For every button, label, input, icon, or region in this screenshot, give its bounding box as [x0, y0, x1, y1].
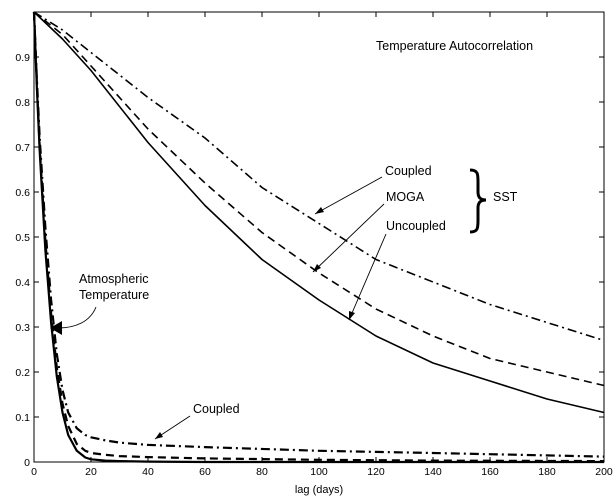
x-tick-label: 80	[256, 466, 268, 478]
chart-title: Temperature Autocorrelation	[376, 39, 533, 53]
annotation-atmospheric-coupled: Coupled	[193, 402, 240, 416]
annotation-atmospheric-line2: Temperature	[79, 288, 149, 302]
x-tick-label: 200	[595, 466, 613, 478]
x-tick-label: 180	[538, 466, 556, 478]
y-tick-label: 0	[24, 457, 30, 469]
sst-brace-icon	[469, 168, 487, 234]
annotation-sst-coupled: Coupled	[385, 164, 432, 178]
x-tick-label: 100	[310, 466, 328, 478]
x-axis-label: lag (days)	[295, 484, 343, 496]
arrowhead-atmospheric	[50, 321, 62, 335]
series-line-atmospheric-dashdot	[32, 11, 605, 458]
arrowhead-sst-moga	[313, 264, 321, 272]
plot-frame	[33, 11, 605, 463]
series-line-atmospheric-solid	[32, 11, 604, 464]
annotation-sst-uncoupled: Uncoupled	[386, 219, 446, 233]
y-tick-label: 0.5	[15, 232, 30, 244]
arrow-sst-uncoupled	[348, 233, 387, 321]
y-tick-label: 0.7	[15, 142, 30, 154]
arrow-sst-moga	[312, 203, 385, 273]
x-tick-label: 140	[424, 466, 442, 478]
x-tick-label: 120	[367, 466, 385, 478]
annotation-sst-group: SST	[493, 190, 518, 204]
y-tick-label: 0.1	[15, 412, 30, 424]
annotation-sst-moga: MOGA	[386, 190, 425, 204]
arrowhead-sst-uncoupled	[349, 311, 355, 320]
x-tick-label: 40	[142, 466, 154, 478]
arrowhead-atmos-coupled	[155, 432, 163, 439]
series-line-atmospheric-dashed	[32, 11, 605, 463]
x-tick-label: 0	[31, 466, 37, 478]
series-line-sst-dashdot	[33, 11, 605, 342]
x-tick-label: 60	[199, 466, 211, 478]
arrow-atmospheric	[57, 306, 97, 329]
arrow-sst-coupled	[314, 176, 383, 215]
y-tick-label: 0.9	[15, 52, 30, 64]
y-tick-label: 0.2	[15, 367, 30, 379]
annotation-atmospheric-line1: Atmospheric	[79, 272, 148, 286]
series-line-sst-dashed	[33, 11, 605, 387]
annotation-arrows	[50, 176, 387, 440]
y-tick-label: 0.8	[15, 97, 30, 109]
axis-ticks: 0 20 40 60 80 100 120 140 160 180 200 0 0.1 0.2 0.3 0.4…	[15, 12, 613, 478]
series-line-sst-solid	[33, 11, 605, 414]
series-layer	[32, 11, 605, 464]
y-tick-label: 0.6	[15, 187, 30, 199]
arrowhead-sst-coupled	[315, 207, 324, 214]
y-tick-label: 0.4	[15, 277, 30, 289]
y-tick-label: 0.3	[15, 322, 30, 334]
x-tick-label: 20	[85, 466, 97, 478]
x-tick-label: 160	[481, 466, 499, 478]
